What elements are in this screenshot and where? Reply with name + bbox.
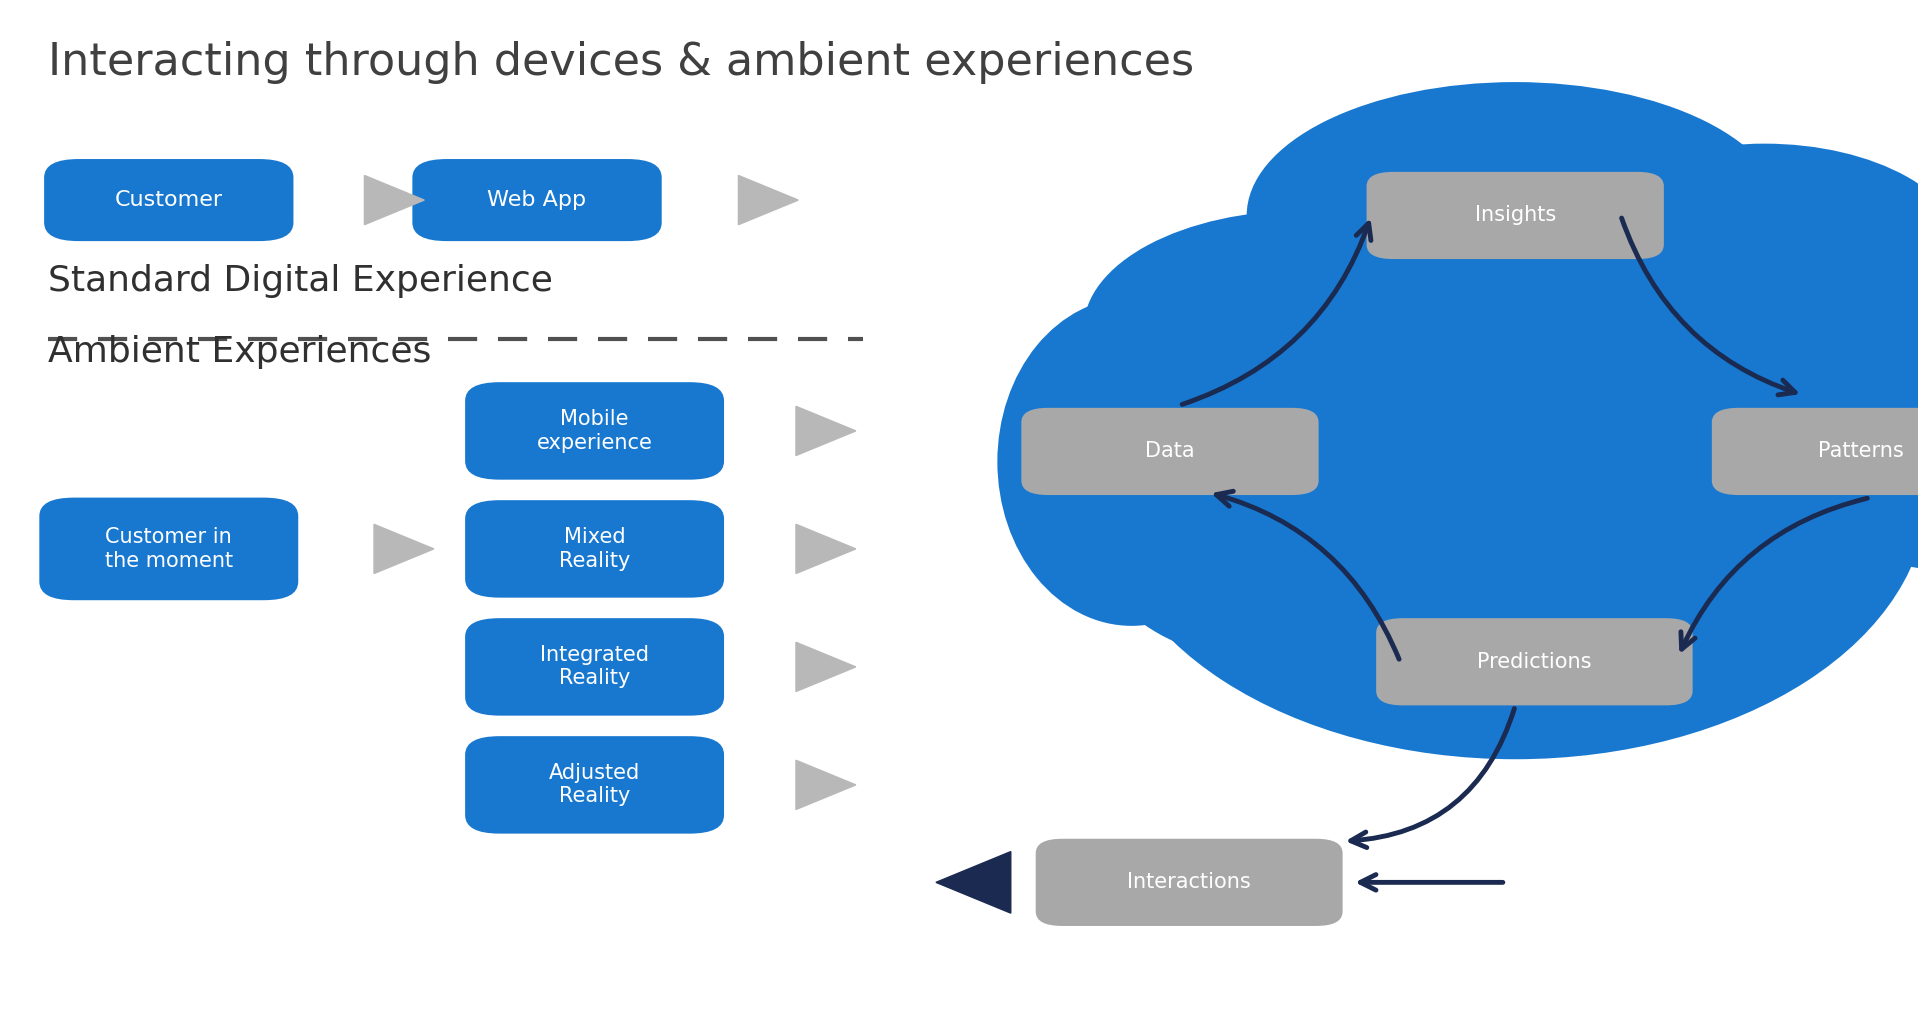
FancyBboxPatch shape — [44, 159, 293, 241]
Text: Customer in
the moment: Customer in the moment — [105, 527, 232, 570]
FancyBboxPatch shape — [466, 618, 725, 716]
Text: Mixed
Reality: Mixed Reality — [558, 527, 631, 570]
Text: Mobile
experience: Mobile experience — [537, 409, 652, 452]
Text: Predictions: Predictions — [1477, 652, 1592, 672]
Text: Ambient Experiences: Ambient Experiences — [48, 336, 432, 369]
Polygon shape — [796, 524, 855, 574]
Ellipse shape — [1084, 210, 1525, 446]
Text: Interactions: Interactions — [1128, 872, 1251, 893]
FancyBboxPatch shape — [1036, 839, 1343, 925]
Polygon shape — [796, 760, 855, 810]
Text: Adjusted
Reality: Adjusted Reality — [549, 763, 641, 806]
Ellipse shape — [1247, 82, 1784, 349]
Polygon shape — [738, 175, 798, 225]
Polygon shape — [936, 852, 1011, 913]
Polygon shape — [796, 406, 855, 456]
Text: Standard Digital Experience: Standard Digital Experience — [48, 264, 552, 298]
FancyBboxPatch shape — [466, 500, 725, 597]
FancyBboxPatch shape — [466, 737, 725, 833]
FancyBboxPatch shape — [38, 498, 299, 600]
Text: Customer: Customer — [115, 190, 222, 210]
FancyBboxPatch shape — [1366, 172, 1665, 259]
FancyBboxPatch shape — [412, 159, 662, 241]
FancyBboxPatch shape — [1711, 407, 1918, 496]
Polygon shape — [374, 524, 433, 574]
Ellipse shape — [1563, 144, 1918, 369]
Ellipse shape — [1074, 328, 1419, 657]
Text: Patterns: Patterns — [1818, 441, 1903, 462]
Ellipse shape — [997, 298, 1266, 626]
Polygon shape — [796, 642, 855, 692]
Text: Insights: Insights — [1475, 205, 1555, 226]
Text: Data: Data — [1145, 441, 1195, 462]
FancyBboxPatch shape — [466, 383, 725, 480]
Polygon shape — [364, 175, 424, 225]
Ellipse shape — [1793, 251, 1918, 569]
Text: Interacting through devices & ambient experiences: Interacting through devices & ambient ex… — [48, 41, 1195, 84]
Ellipse shape — [1103, 226, 1918, 759]
Text: Web App: Web App — [487, 190, 587, 210]
FancyBboxPatch shape — [1020, 407, 1320, 496]
Text: Integrated
Reality: Integrated Reality — [541, 645, 648, 688]
FancyBboxPatch shape — [1377, 618, 1694, 706]
